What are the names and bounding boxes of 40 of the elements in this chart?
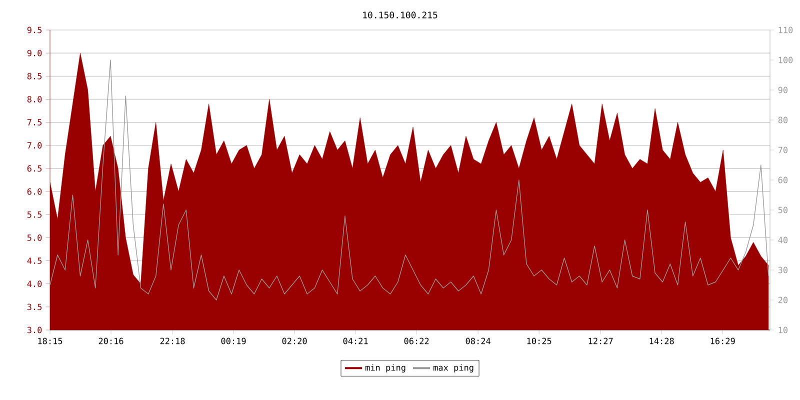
y-tick-label: 8.5 bbox=[27, 72, 42, 80]
y-tick-label: 5.0 bbox=[27, 234, 42, 241]
y2-tick-label: 10 bbox=[778, 326, 788, 334]
x-tick-label: 06:22 bbox=[404, 338, 429, 344]
x-tick-label: 08:24 bbox=[466, 338, 490, 344]
x-tick-label: 12:27 bbox=[588, 338, 613, 344]
x-tick-label: 14:28 bbox=[650, 338, 674, 344]
y2-tick-label: 60 bbox=[778, 176, 788, 184]
y-tick-label: 8.0 bbox=[27, 96, 42, 102]
y2-tick-label: 110 bbox=[778, 26, 793, 34]
legend-label: max ping bbox=[434, 364, 474, 372]
y2-tick-label: 80 bbox=[778, 116, 788, 124]
x-tick-label: 10:25 bbox=[527, 338, 552, 344]
y2-tick-label: 40 bbox=[778, 236, 788, 244]
x-tick-label: 18:15 bbox=[38, 338, 62, 344]
y2-tick-label: 100 bbox=[778, 56, 793, 64]
y-tick-label: 6.0 bbox=[27, 188, 42, 195]
x-tick-label: 00:19 bbox=[221, 338, 246, 344]
y-tick-label: 9.0 bbox=[27, 50, 42, 56]
x-tick-label: 04:21 bbox=[343, 338, 368, 344]
x-tick-label: 16:29 bbox=[710, 338, 735, 344]
y-tick-label: 4.5 bbox=[27, 258, 42, 264]
y2-tick-label: 30 bbox=[778, 266, 788, 274]
y2-tick-label: 20 bbox=[778, 296, 788, 304]
y2-tick-label: 70 bbox=[778, 146, 788, 154]
y-tick-label: 5.5 bbox=[27, 211, 42, 218]
legend-label: min ping bbox=[366, 364, 406, 372]
y-tick-label: 7.5 bbox=[27, 119, 42, 126]
y-tick-label: 7.0 bbox=[27, 142, 42, 149]
y-tick-label: 3.0 bbox=[27, 326, 42, 334]
y-tick-label: 4.0 bbox=[27, 280, 42, 288]
x-tick-label: 02:20 bbox=[282, 338, 307, 344]
y2-tick-label: 90 bbox=[778, 86, 788, 94]
y-tick-label: 3.5 bbox=[27, 304, 42, 310]
x-tick-label: 20:16 bbox=[98, 338, 124, 344]
y2-tick-label: 50 bbox=[778, 206, 788, 214]
x-tick-label: 22:18 bbox=[160, 338, 185, 344]
chart-title: 10.150.100.215 bbox=[363, 12, 438, 18]
y-tick-label: 6.5 bbox=[27, 165, 42, 172]
y-tick-label: 9.5 bbox=[27, 26, 42, 34]
